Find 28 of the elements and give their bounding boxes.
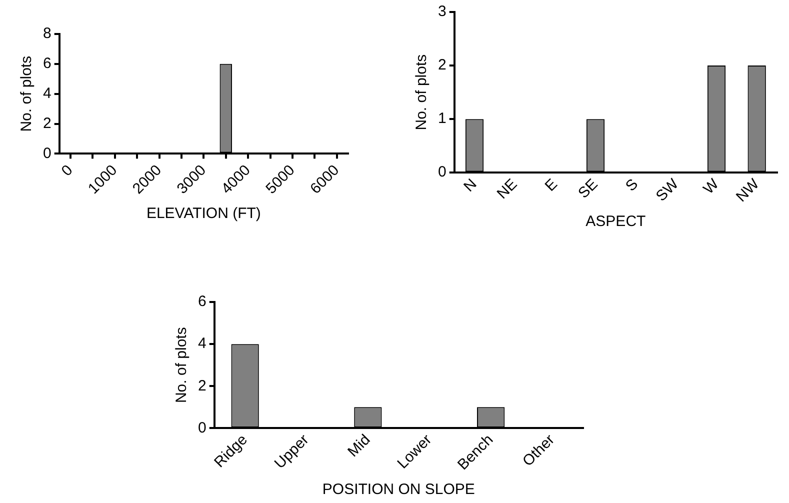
y-tick-label: 2 (438, 56, 446, 74)
y-tick-label: 6 (43, 55, 52, 72)
y-tick-label: 6 (198, 293, 206, 310)
x-tick-label: Mid (344, 431, 374, 460)
x-tick-label: N (460, 176, 480, 196)
x-tick-label: NW (732, 175, 764, 206)
y-tick-label: 2 (198, 377, 206, 394)
x-tick-label: W (700, 175, 723, 198)
y-tick-label: 4 (43, 84, 52, 102)
y-tick-label: 0 (198, 419, 206, 436)
y-axis-title: No. of plots (413, 54, 430, 130)
y-tick-label: 3 (438, 3, 446, 20)
x-tick-label: S (622, 176, 642, 195)
x-tick-label: NE (494, 176, 521, 202)
y-tick-label: 0 (43, 144, 52, 162)
x-tick-label: 0 (58, 162, 76, 180)
y-tick-label: 4 (198, 335, 206, 352)
y-axis-title: No. of plots (18, 56, 36, 132)
y-axis-title: No. of plots (173, 327, 190, 404)
x-axis-title: ASPECT (586, 213, 646, 230)
y-tick-label: 8 (43, 25, 52, 42)
x-axis-title: POSITION ON SLOPE (322, 481, 475, 498)
x-tick-label: E (542, 176, 561, 195)
y-tick-label: 1 (438, 110, 446, 128)
y-tick-label: 2 (43, 114, 52, 132)
x-axis-title: ELEVATION (FT) (146, 205, 261, 222)
x-tick-label: SW (652, 175, 683, 205)
x-tick-label: SE (575, 176, 602, 202)
